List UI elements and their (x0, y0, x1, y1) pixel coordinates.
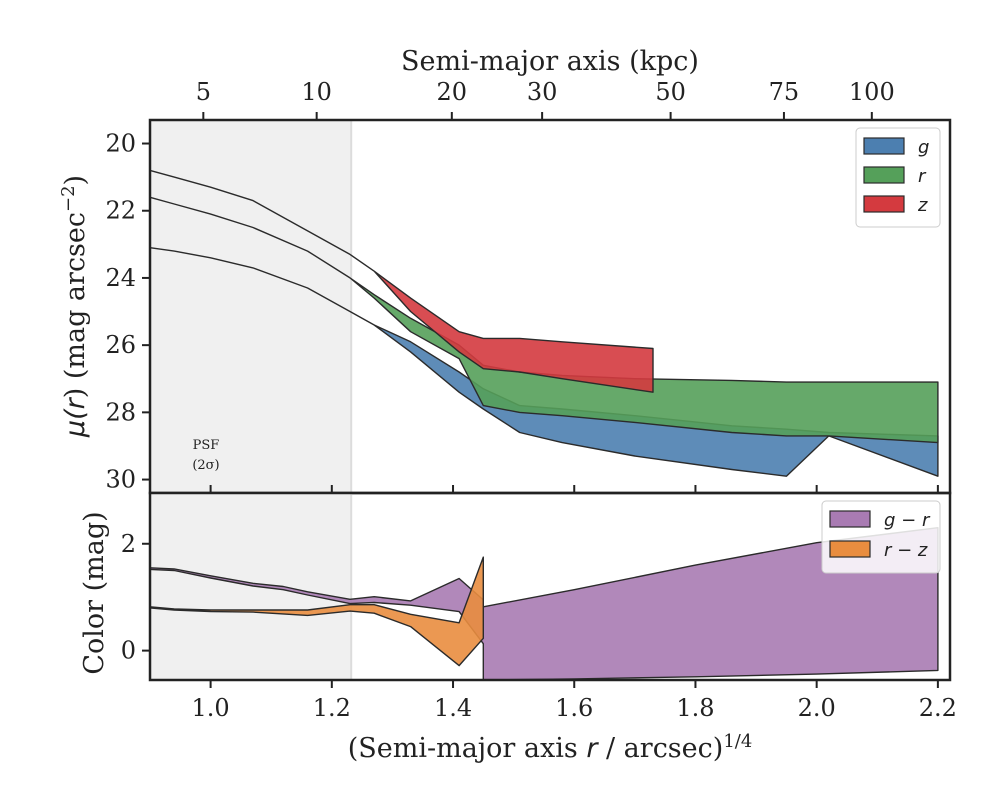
y-tick-label: 28 (105, 398, 136, 426)
x-tick-label: 2.2 (919, 694, 957, 722)
band-rz-series (149, 556, 484, 667)
legend-swatch (829, 540, 871, 558)
y-tick-label: 20 (105, 130, 136, 158)
y-tick-label: 0 (121, 637, 136, 665)
y-tick-label: 2 (121, 530, 136, 558)
x-axis-title-var: r (586, 733, 599, 764)
top-axis-tick-label: 50 (655, 78, 686, 106)
legend-label: g (918, 137, 929, 158)
top-axis-title: Semi-major axis (kpc) (401, 46, 699, 77)
y-tick-label: 26 (105, 331, 136, 359)
y-tick-label: 22 (105, 197, 136, 225)
legend-label: g − r (884, 510, 931, 531)
band-z-series (149, 169, 654, 393)
legend-label: r (918, 166, 927, 187)
psf-region (150, 120, 352, 493)
legend-swatch (863, 137, 905, 155)
x-tick-label: 1.2 (313, 694, 351, 722)
x-axis-title: (Semi-major axis r / arcsec)1/4 (348, 731, 753, 765)
legend-swatch (829, 510, 871, 528)
band-gr-series (149, 527, 939, 681)
y-axis-title-mid: ) (mag arcsec (60, 212, 91, 398)
legend-swatch (863, 166, 905, 184)
x-tick-label: 1.4 (434, 694, 472, 722)
y-axis-title-suffix: ) (60, 175, 91, 186)
x-tick-label: 1.0 (192, 694, 230, 722)
x-tick-label: 2.0 (798, 694, 836, 722)
y-axis-title-var: r (60, 396, 91, 409)
surface-brightness-panel: 20 22 24 26 28 30 5 10 20 30 50 75 100 PSF (2σ) grz (105, 78, 952, 495)
y-tick-label: 30 (105, 466, 136, 494)
top-y-axis-title: μ(r) (mag arcsec−2) (58, 175, 92, 438)
top-axis-tick-label: 100 (849, 78, 895, 106)
x-axis-title-sup: 1/4 (723, 731, 752, 752)
x-axis-title-rest: / arcsec) (597, 733, 723, 764)
y-axis-title-sup: −2 (58, 185, 79, 212)
x-tick-label: 1.8 (676, 694, 714, 722)
legend-label: r − z (884, 540, 928, 561)
x-tick-label: 1.6 (555, 694, 593, 722)
psf-label: PSF (193, 438, 220, 453)
top-axis-tick-label: 20 (437, 78, 468, 106)
top-legend: grz (855, 127, 941, 228)
bottom-y-axis-title: Color (mag) (79, 511, 110, 674)
psf-sigma-label: (2σ) (192, 458, 219, 473)
top-axis-tick-label: 5 (196, 78, 211, 106)
x-axis-title-main: (Semi-major axis (348, 733, 587, 764)
psf-region (150, 493, 352, 680)
band-r-series (149, 196, 939, 444)
bottom-legend: g − r r − z (821, 500, 941, 574)
top-axis-tick-label: 75 (769, 78, 800, 106)
y-axis-title-prefix: μ( (60, 408, 91, 438)
band-g-series (149, 247, 939, 477)
bottom-panel-frame (148, 491, 952, 682)
legend-label: z (917, 195, 928, 216)
y-tick-label: 24 (105, 264, 136, 292)
color-panel: 0 2 1.0 1.2 1.4 1.6 1.8 2.0 2.2 g − r r − z (121, 491, 957, 722)
top-axis-tick-label: 10 (301, 78, 332, 106)
top-axis-tick-label: 30 (527, 78, 558, 106)
legend-swatch (863, 195, 905, 213)
